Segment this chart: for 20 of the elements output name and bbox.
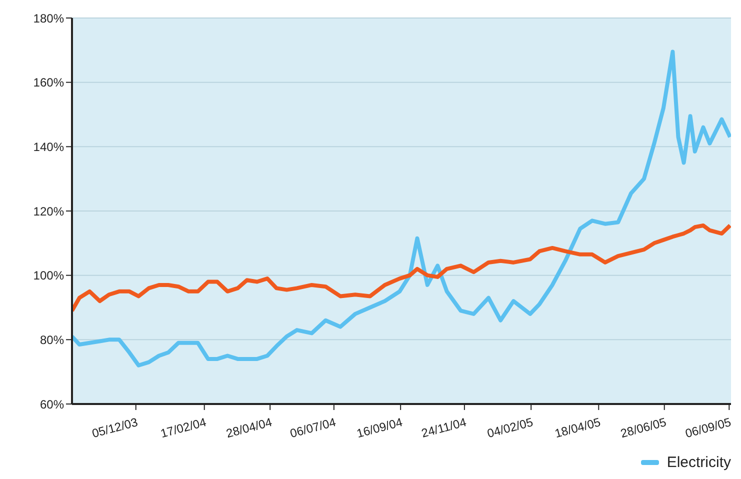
- line-series: [72, 50, 731, 368]
- line-series: [72, 223, 731, 313]
- x-tick-label: 06/07/04: [288, 414, 338, 441]
- y-tick-label: 160%: [33, 76, 64, 90]
- x-tick-label: 28/06/05: [618, 414, 668, 441]
- y-tick-label: 120%: [33, 204, 64, 218]
- y-tick-label: 100%: [33, 268, 64, 283]
- x-tick-label: 24/11/04: [420, 414, 468, 440]
- x-tick-label: 28/04/04: [224, 414, 274, 441]
- legend-label: Electricity: [666, 454, 731, 471]
- y-tick-label: 60%: [40, 397, 64, 412]
- x-tick-label: 17/02/04: [158, 414, 208, 441]
- y-tick-label: 80%: [40, 332, 64, 347]
- x-tick-label: 06/09/05: [684, 414, 733, 441]
- x-tick-label: 18/04/05: [553, 414, 602, 441]
- x-tick-label: 16/09/04: [355, 414, 404, 441]
- y-tick-label: 180%: [33, 11, 64, 26]
- x-tick-label: 05/12/03: [90, 414, 140, 441]
- x-tick-label: 04/02/05: [486, 414, 535, 441]
- y-tick-label: 140%: [33, 140, 64, 154]
